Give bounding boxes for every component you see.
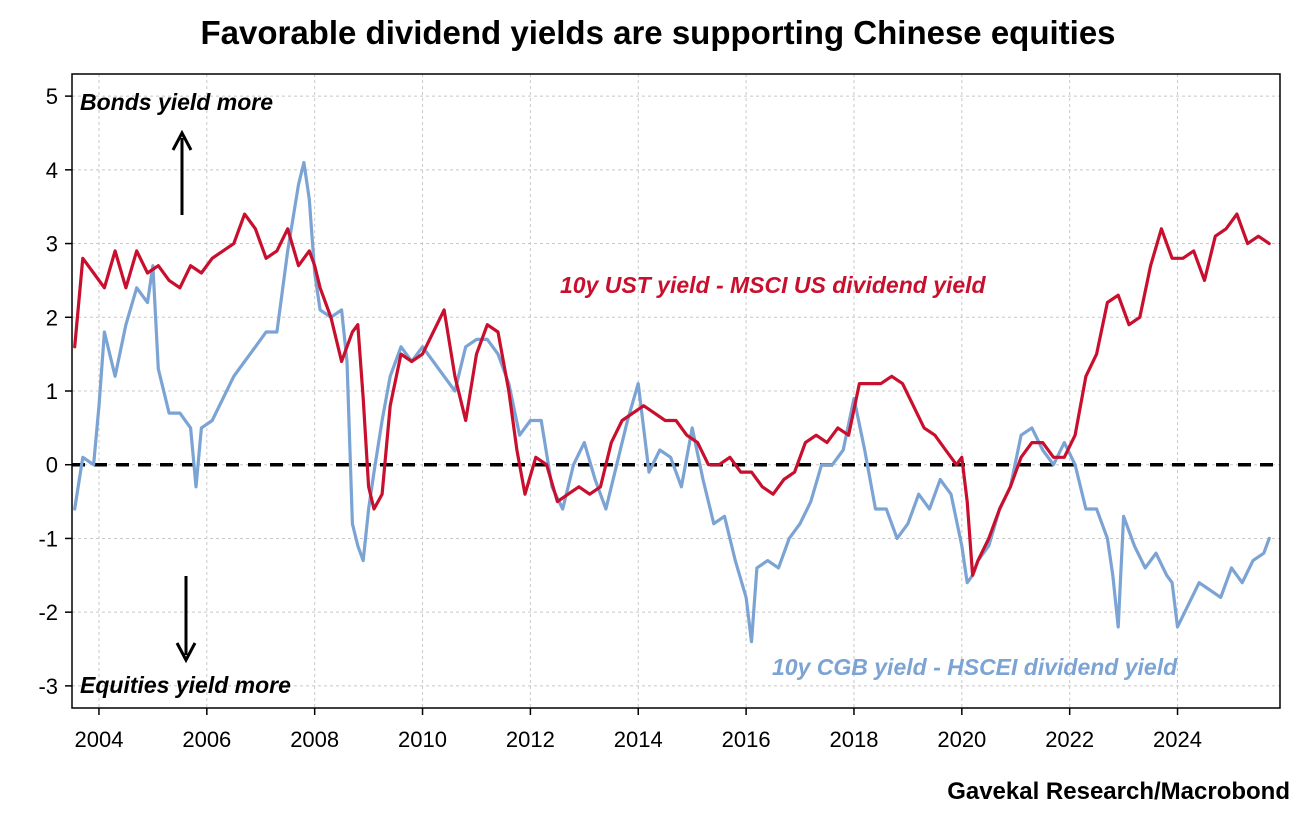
y-tick-label: 0 [46,453,58,478]
source-credit: Gavekal Research/Macrobond [947,778,1290,805]
x-tick-label: 2024 [1153,727,1202,752]
arrow-up-icon [171,129,193,215]
chart-title: Favorable dividend yields are supporting… [200,14,1116,51]
x-tick-label: 2012 [506,727,555,752]
y-tick-label: 1 [46,379,58,404]
arrow-down-icon [175,576,197,664]
series-label-ust: 10y UST yield - MSCI US dividend yield [560,272,987,298]
annotation-equities-yield-more: Equities yield more [80,672,291,698]
series-line-cgb [73,160,1271,644]
x-tick-label: 2006 [182,727,231,752]
grid-layer [72,74,1280,708]
x-tick-label: 2008 [290,727,339,752]
annotation-bonds-yield-more: Bonds yield more [80,89,273,115]
y-tick-label: -3 [38,674,58,699]
x-tick-label: 2018 [829,727,878,752]
series-layer [73,160,1271,644]
y-tick-label: 5 [46,84,58,109]
y-tick-label: -1 [38,526,58,551]
x-tick-label: 2020 [937,727,986,752]
label-layer: Bonds yield more Equities yield more 10y… [80,89,1178,698]
y-tick-label: 2 [46,305,58,330]
x-tick-label: 2004 [74,727,123,752]
x-tick-label: 2016 [722,727,771,752]
y-tick-label: 3 [46,232,58,257]
x-tick-label: 2014 [614,727,663,752]
series-label-cgb: 10y CGB yield - HSCEI dividend yield [772,654,1178,680]
y-tick-label: 4 [46,158,58,183]
x-tick-label: 2010 [398,727,447,752]
y-tick-label: -2 [38,600,58,625]
tick-layer: 2004 2006 2008 2010 2012 2014 2016 2018 2020 2022… [38,84,1202,752]
series-line-ust [73,212,1271,577]
x-tick-label: 2022 [1045,727,1094,752]
